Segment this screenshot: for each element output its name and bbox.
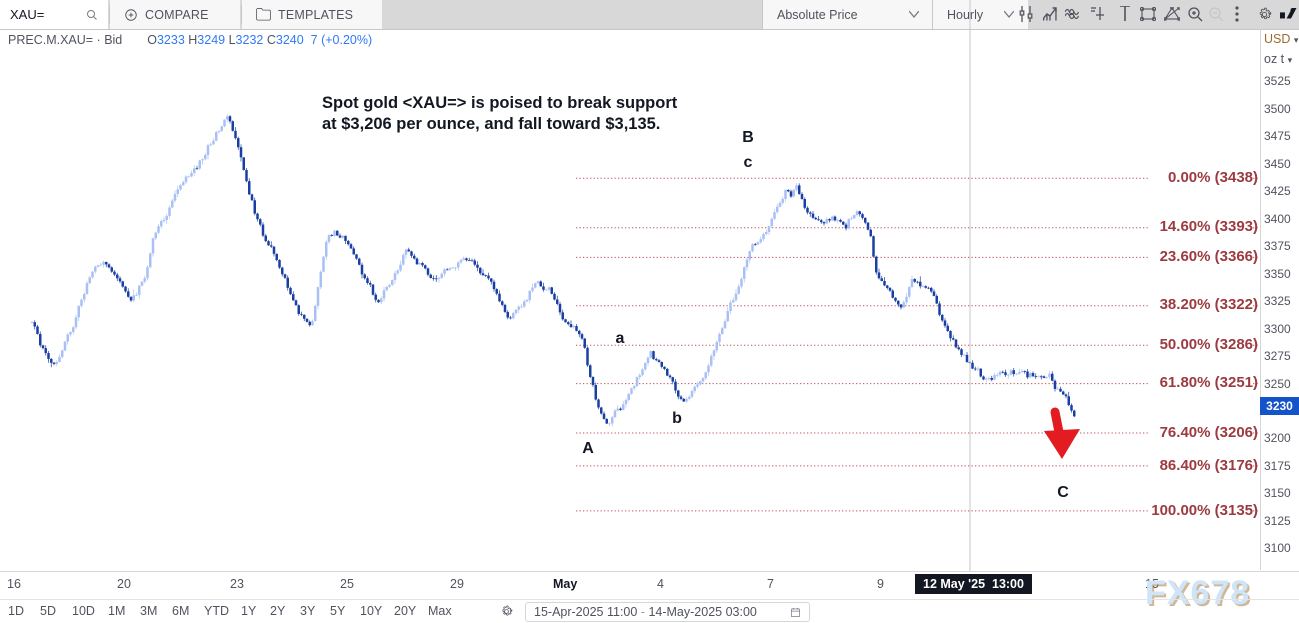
svg-text:Spot gold <XAU=> is poised to: Spot gold <XAU=> is poised to break supp… <box>322 94 678 112</box>
svg-text:A: A <box>582 440 594 457</box>
svg-text:at $3,206 per ounce, and fall: at $3,206 per ounce, and fall toward $3,… <box>322 115 660 133</box>
svg-text:B: B <box>742 129 754 146</box>
svg-text:c: c <box>744 154 753 171</box>
svg-text:b: b <box>672 410 682 427</box>
svg-text:C: C <box>1057 484 1069 501</box>
svg-text:a: a <box>616 330 625 347</box>
